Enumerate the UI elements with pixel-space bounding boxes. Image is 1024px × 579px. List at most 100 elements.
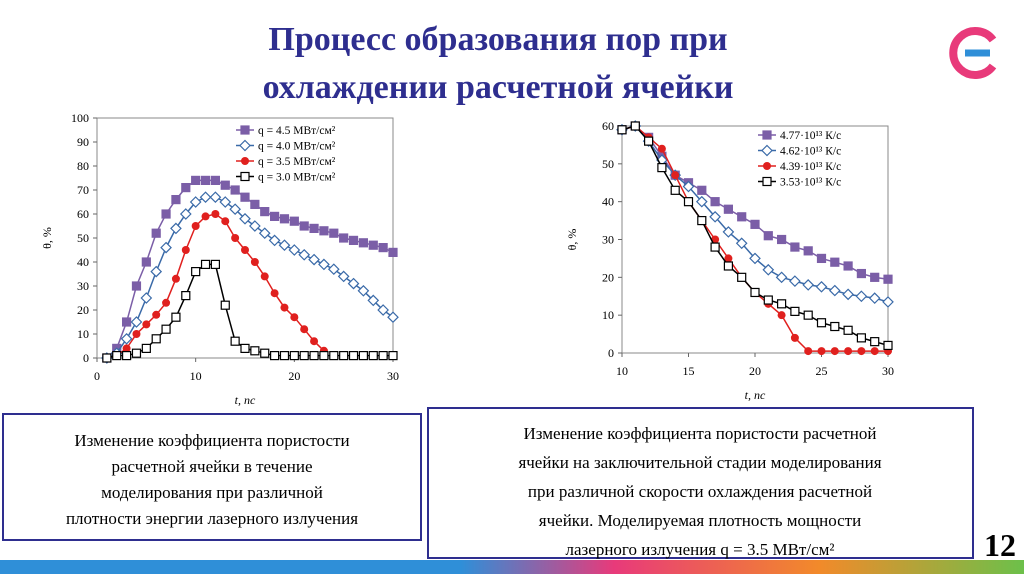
marker	[278, 239, 291, 252]
marker	[870, 272, 880, 282]
marker	[142, 320, 151, 329]
x-tick-label: 15	[683, 364, 695, 378]
marker	[816, 253, 827, 264]
x-tick-label: 10	[190, 369, 202, 383]
marker	[239, 139, 251, 152]
marker	[191, 267, 201, 277]
legend-label: 4.62·10¹³ К/с	[780, 146, 841, 158]
x-tick-label: 30	[387, 369, 399, 383]
y-tick-label: 40	[602, 195, 614, 209]
marker	[816, 318, 827, 328]
marker	[762, 130, 772, 140]
y-tick-label: 90	[77, 135, 89, 149]
marker	[220, 180, 230, 190]
y-tick-label: 60	[77, 207, 89, 221]
marker	[722, 226, 735, 238]
marker	[775, 271, 788, 284]
marker	[199, 191, 212, 204]
marker	[830, 347, 839, 356]
marker	[319, 226, 329, 236]
marker	[289, 351, 299, 361]
marker	[327, 263, 340, 276]
marker	[230, 336, 240, 346]
legend-label: 4.77·10¹³ К/с	[780, 130, 841, 142]
marker	[288, 244, 301, 256]
marker	[750, 219, 760, 229]
caption-line: плотности энергии лазерного излучения	[66, 509, 358, 528]
marker	[790, 333, 799, 342]
marker	[260, 207, 270, 217]
y-tick-label: 0	[608, 346, 614, 360]
marker	[298, 248, 311, 261]
marker	[230, 185, 240, 195]
marker	[710, 197, 720, 207]
marker	[802, 279, 815, 291]
x-tick-label: 20	[749, 364, 761, 378]
marker	[868, 292, 881, 304]
marker	[250, 346, 260, 356]
marker	[643, 136, 654, 146]
caption-line: Изменение коэффициента пористости расчет…	[524, 424, 877, 443]
legend-label: 4.39·10¹³ К/с	[780, 161, 841, 173]
marker	[856, 333, 867, 343]
marker	[657, 144, 666, 153]
marker	[258, 227, 271, 240]
y-tick-label: 80	[77, 159, 89, 173]
marker	[368, 240, 378, 250]
marker	[270, 211, 280, 221]
x-tick-label: 20	[288, 369, 300, 383]
y-tick-label: 0	[83, 351, 89, 365]
y-tick-label: 40	[77, 255, 89, 269]
marker	[378, 351, 388, 361]
marker	[347, 277, 360, 290]
marker	[790, 306, 800, 316]
marker	[279, 351, 290, 361]
marker	[150, 265, 163, 278]
marker	[843, 325, 853, 335]
marker	[776, 234, 787, 245]
marker	[162, 298, 171, 307]
marker	[378, 243, 388, 253]
caption-line: лазерного излучения q = 3.5 МВт/см²	[566, 540, 835, 559]
marker	[121, 351, 132, 361]
caption-line: расчетной ячейки в течение	[111, 457, 312, 476]
y-tick-label: 60	[602, 119, 614, 133]
marker	[723, 204, 734, 214]
legend-label: q = 3.5 МВт/см²	[258, 156, 336, 168]
marker	[299, 221, 309, 231]
marker	[776, 299, 787, 309]
marker	[319, 351, 329, 361]
marker	[241, 246, 249, 254]
y-tick-label: 30	[602, 233, 614, 247]
marker	[882, 296, 894, 308]
marker	[763, 295, 773, 305]
y-tick-label: 20	[77, 303, 89, 317]
marker	[191, 222, 200, 230]
marker	[160, 241, 172, 254]
marker	[762, 263, 775, 276]
series-line	[106, 196, 394, 359]
marker	[337, 270, 350, 283]
logo-arc	[949, 27, 997, 79]
marker	[367, 294, 380, 307]
marker	[299, 351, 309, 361]
x-axis-label: t, пс	[745, 388, 766, 402]
marker	[240, 171, 250, 182]
marker	[140, 292, 153, 304]
y-axis-label: θ, %	[40, 227, 54, 249]
y-axis-label: θ, %	[565, 229, 579, 251]
marker	[171, 195, 181, 205]
caption-line: моделирования при различной	[101, 483, 323, 502]
marker	[221, 217, 230, 226]
marker	[358, 351, 368, 361]
marker	[219, 196, 232, 208]
marker	[682, 180, 695, 193]
marker	[855, 290, 868, 303]
marker	[804, 347, 813, 356]
y-tick-label: 10	[77, 327, 89, 341]
marker	[229, 203, 241, 216]
marker	[388, 247, 398, 257]
marker	[857, 347, 866, 356]
caption-line: ячейки на заключительной стадии моделиро…	[518, 453, 881, 472]
